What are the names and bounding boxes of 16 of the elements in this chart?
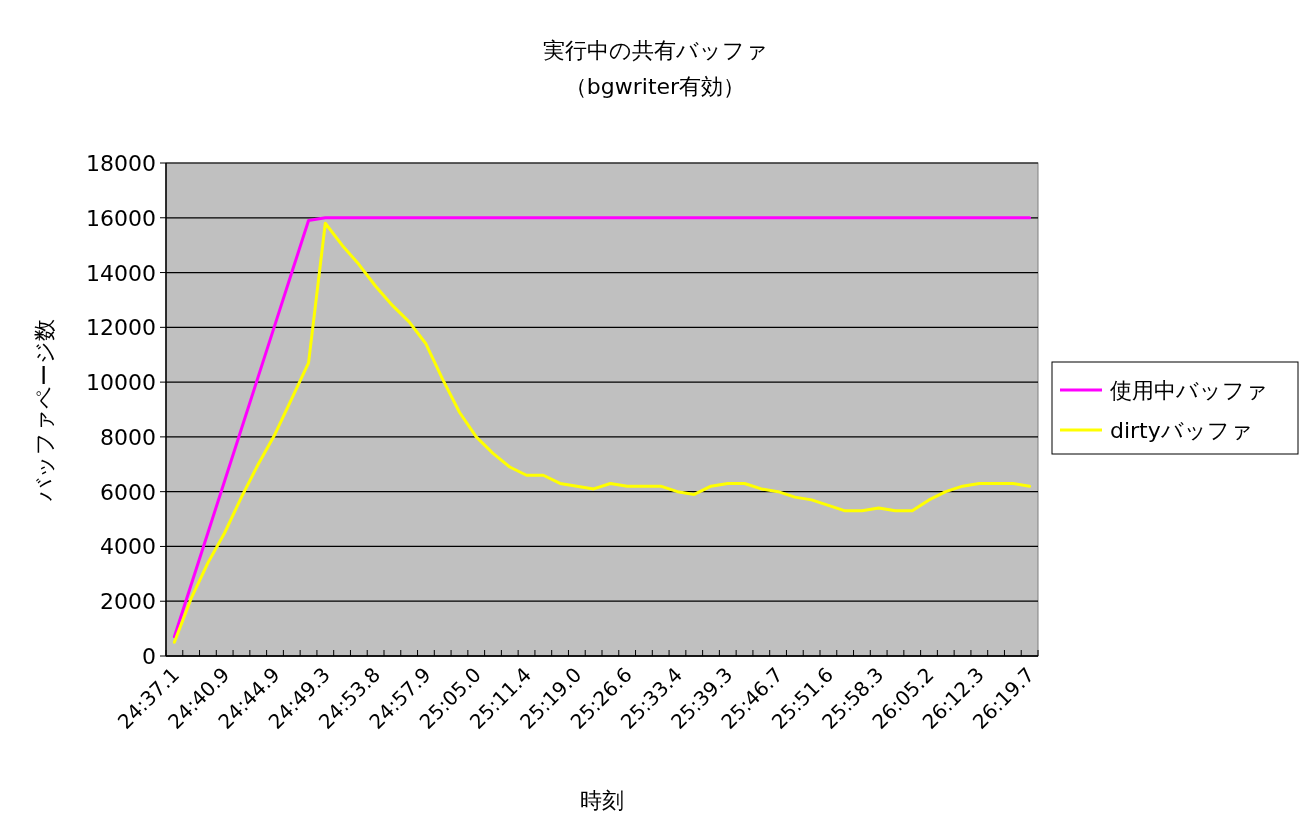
- y-tick-label: 6000: [100, 479, 156, 505]
- y-tick-label: 2000: [100, 589, 156, 615]
- x-axis-title: 時刻: [580, 788, 624, 813]
- legend-label: dirtyバッファ: [1110, 418, 1253, 443]
- y-tick-label: 16000: [86, 205, 156, 231]
- y-tick-label: 4000: [100, 534, 156, 560]
- y-tick-label: 10000: [86, 370, 156, 396]
- legend-label: 使用中バッファ: [1110, 378, 1268, 403]
- chart-subtitle: （bgwriter有効）: [564, 74, 746, 99]
- y-tick-label: 0: [142, 644, 156, 669]
- y-tick-label: 18000: [86, 151, 156, 176]
- y-tick-label: 14000: [86, 260, 156, 286]
- y-axis-title: バッファページ数: [32, 319, 57, 502]
- chart-title: 実行中の共有バッファ: [542, 38, 768, 63]
- y-tick-label: 12000: [86, 315, 156, 341]
- y-tick-label: 8000: [100, 424, 156, 450]
